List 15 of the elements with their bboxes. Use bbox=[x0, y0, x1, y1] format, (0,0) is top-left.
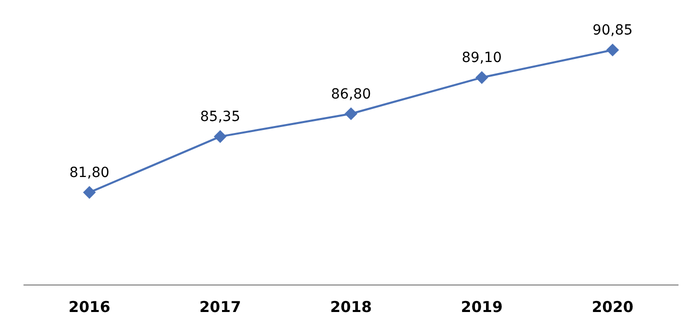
point bbox=[345, 108, 357, 120]
point bbox=[606, 44, 619, 56]
data-label: 81,80 bbox=[69, 165, 110, 182]
x-tick-label: 2017 bbox=[199, 298, 242, 316]
x-tick-label: 2019 bbox=[460, 298, 503, 316]
x-tick-label: 2018 bbox=[330, 298, 372, 316]
data-label: 89,10 bbox=[462, 50, 502, 66]
x-tick-label: 2016 bbox=[68, 298, 110, 316]
point bbox=[83, 186, 96, 198]
data-label: 86,80 bbox=[330, 86, 372, 102]
data-label: 90,85 bbox=[592, 22, 633, 39]
point bbox=[476, 72, 488, 84]
point bbox=[214, 130, 226, 143]
x-tick-label: 2020 bbox=[592, 298, 634, 316]
data-label: 85,35 bbox=[200, 109, 240, 126]
